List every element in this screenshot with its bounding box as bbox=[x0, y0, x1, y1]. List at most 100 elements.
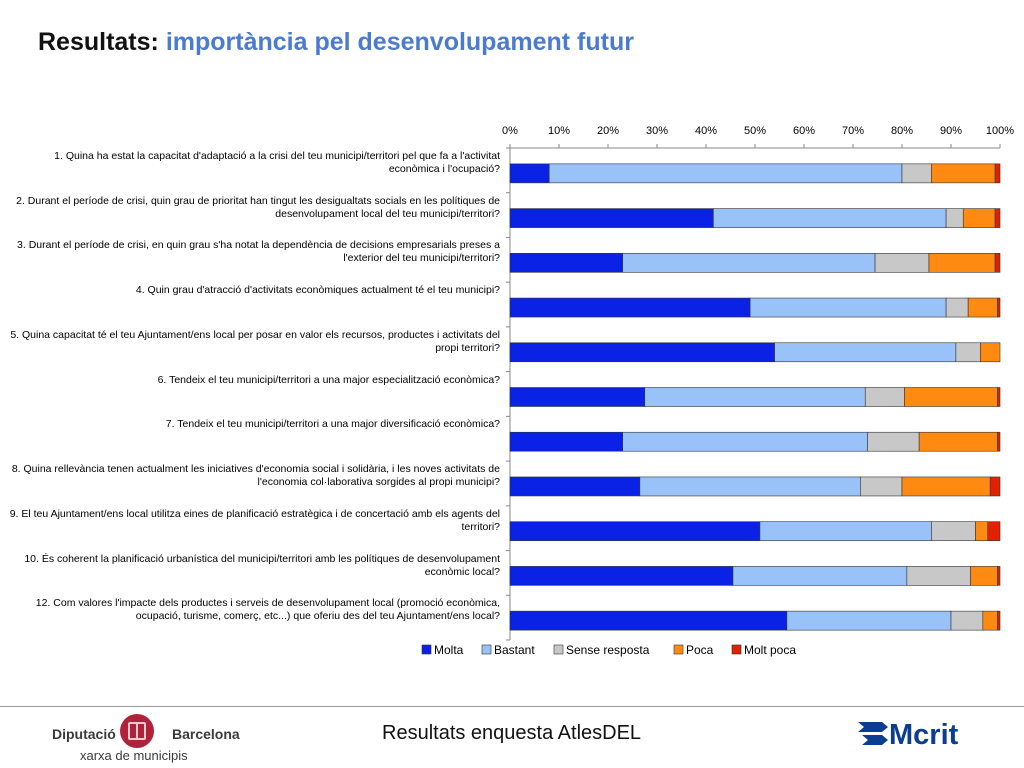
bar-segment bbox=[622, 253, 876, 273]
category-label: 2. Durant el període de crisi, quin grau… bbox=[16, 194, 500, 220]
bar-segment bbox=[509, 431, 623, 452]
page-title: Resultats: importància pel desenvolupame… bbox=[38, 28, 634, 57]
legend-label: Sense resposta bbox=[566, 643, 650, 657]
bar-segment bbox=[931, 521, 976, 541]
bar-segment bbox=[622, 431, 869, 452]
bar-segment bbox=[732, 566, 908, 586]
footer-title: Resultats enquesta AtlesDEL bbox=[382, 722, 642, 744]
x-tick-label: 60% bbox=[793, 125, 815, 137]
bar-segment bbox=[987, 521, 1001, 541]
footer-divider bbox=[0, 706, 1024, 707]
bar-segment bbox=[509, 208, 714, 228]
bar-segment bbox=[945, 208, 964, 228]
bar-segment bbox=[509, 297, 751, 318]
x-tick-label: 50% bbox=[744, 125, 766, 137]
bar-segment bbox=[962, 208, 996, 228]
bar-segment bbox=[997, 297, 1001, 318]
category-label: 3. Durant el període de crisi, en quin g… bbox=[17, 239, 500, 265]
legend-label: Poca bbox=[686, 643, 714, 657]
category-label: 8. Quina rellevància tenen actualment le… bbox=[11, 463, 500, 489]
bar-segment bbox=[749, 297, 947, 318]
logo-word-diputacio: Diputació bbox=[52, 726, 116, 742]
logo-subtitle: xarxa de municipis bbox=[80, 748, 188, 763]
legend-label: Molta bbox=[434, 643, 464, 657]
category-label: 12. Com valores l'impacte dels productes… bbox=[35, 597, 500, 623]
category-label: 7. Tendeix el teu municipi/territori a u… bbox=[165, 418, 500, 431]
bar-segment bbox=[901, 476, 991, 497]
bar-segment bbox=[644, 387, 866, 407]
bar-segment bbox=[509, 521, 761, 541]
legend-swatch bbox=[481, 644, 492, 655]
bar-segment bbox=[904, 387, 998, 407]
seal-icon bbox=[120, 714, 154, 748]
bar-segment bbox=[918, 431, 998, 452]
bar-segment bbox=[975, 521, 989, 541]
bar-segment bbox=[970, 566, 998, 586]
bar-segment bbox=[713, 208, 947, 228]
bar-segment bbox=[997, 431, 1001, 452]
bar-segment bbox=[860, 476, 903, 497]
title-main: Resultats: bbox=[38, 28, 159, 56]
category-label: 6. Tendeix el teu municipi/territori a u… bbox=[157, 373, 500, 386]
legend-label: Molt poca bbox=[744, 643, 796, 657]
bar-segment bbox=[980, 342, 1001, 363]
bar-segment bbox=[548, 163, 903, 184]
bar-segment bbox=[867, 431, 920, 452]
bar-segment bbox=[509, 342, 775, 363]
stacked-bar-chart: 0% 10% 20% 30% 40% 50% 60% 70% 80% 90% 100% Molta Ba… bbox=[421, 125, 1014, 657]
bar-segment bbox=[994, 253, 1001, 273]
legend-swatch bbox=[673, 644, 684, 655]
x-tick-label: 80% bbox=[891, 125, 913, 137]
bar-segment bbox=[994, 163, 1001, 184]
bar-segment bbox=[901, 163, 932, 184]
x-tick-label: 30% bbox=[646, 125, 668, 137]
bar-segment bbox=[997, 610, 1001, 631]
bar-segment bbox=[931, 163, 996, 184]
bar-segment bbox=[509, 163, 550, 184]
bar-segment bbox=[786, 610, 952, 631]
x-tick-label: 0% bbox=[502, 125, 518, 137]
bar-segment bbox=[509, 566, 734, 586]
bar-segment bbox=[950, 610, 984, 631]
category-label: 5. Quina capacitat té el teu Ajuntament/… bbox=[10, 328, 500, 354]
category-label: 1. Quina ha estat la capacitat d'adaptac… bbox=[54, 150, 500, 175]
x-tick-label: 10% bbox=[548, 125, 570, 137]
logo-word-barcelona: Barcelona bbox=[172, 726, 240, 742]
bar-segment bbox=[997, 387, 1001, 407]
x-tick-label: 70% bbox=[842, 125, 864, 137]
legend-swatch bbox=[553, 644, 564, 655]
bar-segment bbox=[994, 208, 1001, 228]
mcrit-logo: Mcrit bbox=[858, 719, 959, 750]
bar-segment bbox=[509, 610, 788, 631]
bar-segment bbox=[982, 610, 998, 631]
bar-segment bbox=[509, 253, 623, 273]
bar-segment bbox=[874, 253, 930, 273]
bar-segment bbox=[864, 387, 905, 407]
diputacio-logo: Diputació Barcelona xarxa de municipis bbox=[52, 710, 242, 764]
bar-segment bbox=[967, 297, 998, 318]
x-tick-label: 20% bbox=[597, 125, 619, 137]
bar-segment bbox=[945, 297, 969, 318]
mcrit-arrows-icon bbox=[858, 722, 888, 745]
legend-label: Bastant bbox=[494, 643, 535, 657]
x-tick-label: 100% bbox=[986, 125, 1014, 137]
title-sub: importància pel desenvolupament futur bbox=[165, 28, 634, 56]
bar-segment bbox=[759, 521, 932, 541]
bar-segment bbox=[639, 476, 861, 497]
legend-swatch bbox=[731, 644, 742, 655]
category-label: 4. Quin grau d'atracció d'activitats eco… bbox=[135, 284, 500, 297]
bar-segment bbox=[997, 566, 1001, 586]
bar-segment bbox=[955, 342, 981, 363]
category-label: 9. El teu Ajuntament/ens local utilitza … bbox=[9, 507, 500, 533]
bar-segment bbox=[774, 342, 957, 363]
bar-segment bbox=[509, 476, 641, 497]
bar-segment bbox=[906, 566, 971, 586]
bar-segment bbox=[509, 387, 646, 407]
x-tick-label: 40% bbox=[695, 125, 717, 137]
mcrit-wordmark: Mcrit bbox=[889, 719, 959, 750]
x-tick-label: 90% bbox=[940, 125, 962, 137]
bar-segment bbox=[989, 476, 1001, 497]
legend-swatch bbox=[421, 644, 432, 655]
bar-segment bbox=[928, 253, 996, 273]
category-label: 10. És coherent la planificació urbaníst… bbox=[24, 552, 500, 578]
